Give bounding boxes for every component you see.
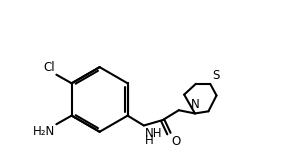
Text: O: O xyxy=(171,135,180,148)
Text: NH: NH xyxy=(145,127,162,140)
Text: Cl: Cl xyxy=(43,61,55,74)
Text: N: N xyxy=(191,98,199,111)
Text: S: S xyxy=(212,69,220,82)
Text: H₂N: H₂N xyxy=(33,125,55,138)
Text: H: H xyxy=(145,134,154,148)
